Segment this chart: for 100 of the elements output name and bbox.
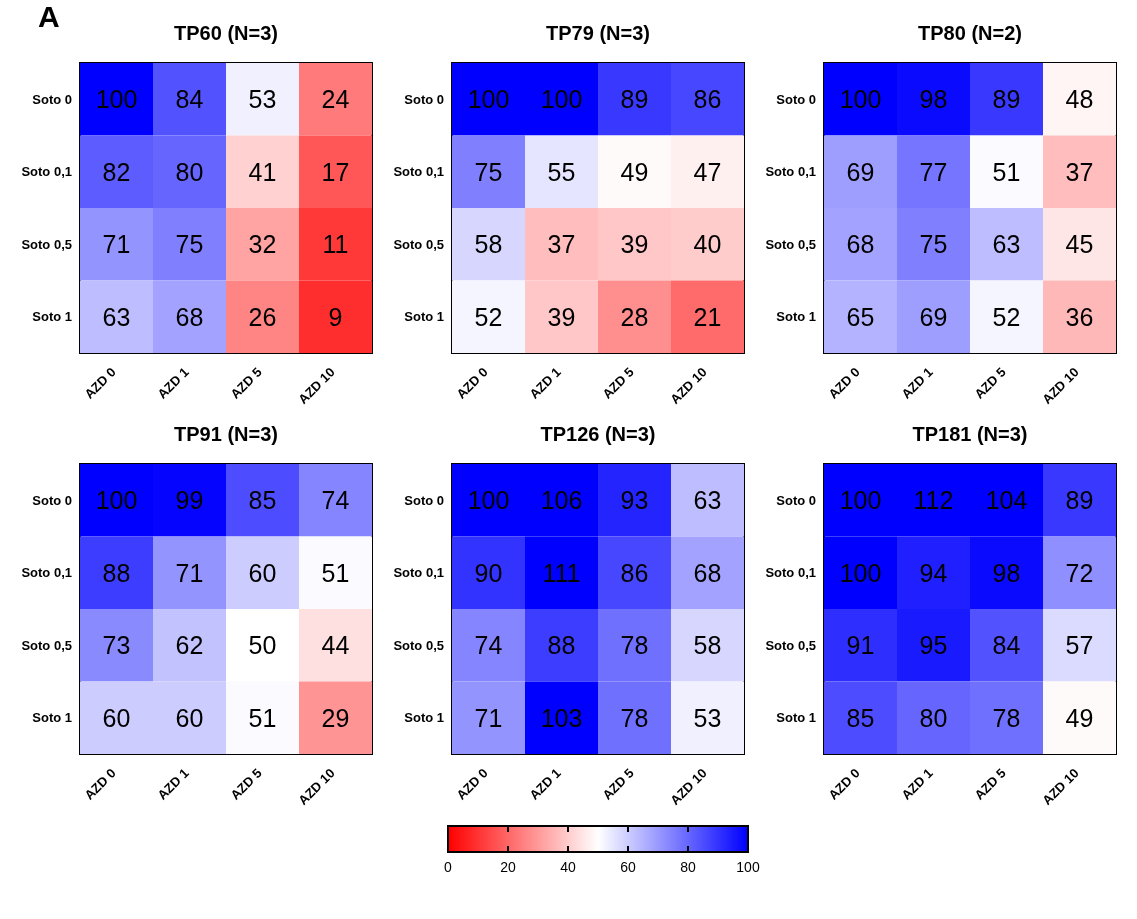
data-label: 60: [175, 703, 204, 732]
y-tick-label: Soto 0: [32, 91, 72, 107]
data-label: 63: [693, 486, 722, 515]
data-label: 75: [175, 230, 204, 259]
data-label: 94: [919, 558, 948, 587]
y-tick-label: Soto 0,5: [393, 236, 444, 252]
data-label: 9: [328, 302, 343, 331]
data-label: 88: [102, 558, 131, 587]
y-tick-label: Soto 1: [404, 710, 444, 726]
color-bar-label: 0: [444, 859, 453, 875]
y-tick-label: Soto 0,5: [765, 637, 816, 653]
data-label: 21: [693, 302, 722, 331]
chart-title: TP80 (N=2): [917, 22, 1023, 46]
data-label: 86: [693, 85, 722, 114]
data-label: 37: [1065, 157, 1094, 186]
data-label: 89: [620, 85, 649, 114]
data-label: 71: [175, 558, 204, 587]
data-label: 48: [1065, 85, 1094, 114]
data-label: 69: [919, 302, 948, 331]
chart-title: TP181 (N=3): [911, 423, 1029, 447]
data-label: 68: [175, 302, 204, 331]
data-label: 24: [321, 85, 350, 114]
y-tick-label: Soto 0,5: [21, 637, 72, 653]
data-label: 51: [248, 703, 277, 732]
data-label: 17: [321, 157, 350, 186]
data-label: 74: [474, 631, 503, 660]
data-label: 47: [693, 157, 722, 186]
y-tick-label: Soto 0,1: [21, 164, 72, 180]
data-label: 77: [919, 157, 948, 186]
data-label: 36: [1065, 302, 1094, 331]
chart-title: TP126 (N=3): [539, 423, 657, 447]
data-label: 63: [992, 230, 1021, 259]
y-tick-label: Soto 0: [404, 492, 444, 508]
data-label: 75: [919, 230, 948, 259]
data-label: 74: [321, 486, 350, 515]
y-tick-label: Soto 0,1: [393, 565, 444, 581]
data-label: 103: [540, 703, 583, 732]
y-tick-label: Soto 1: [776, 309, 816, 325]
color-bar-label: 20: [500, 859, 516, 875]
y-tick-label: Soto 0: [776, 492, 816, 508]
data-label: 68: [693, 558, 722, 587]
data-label: 63: [102, 302, 131, 331]
data-label: 98: [919, 85, 948, 114]
data-label: 65: [846, 302, 875, 331]
data-label: 11: [322, 230, 349, 259]
data-label: 100: [95, 85, 138, 114]
data-label: 100: [95, 486, 138, 515]
data-label: 39: [547, 302, 576, 331]
data-label: 71: [474, 703, 503, 732]
data-label: 40: [693, 230, 722, 259]
data-label: 75: [474, 157, 503, 186]
data-label: 78: [620, 703, 649, 732]
data-label: 45: [1065, 230, 1094, 259]
data-label: 91: [846, 631, 875, 660]
chart-title: TP60 (N=3): [174, 22, 278, 44]
data-label: 51: [321, 558, 350, 587]
color-bar-label: 60: [620, 859, 636, 875]
color-bar-label: 80: [680, 859, 696, 875]
data-label: 93: [620, 486, 649, 515]
y-tick-label: Soto 0: [32, 492, 72, 508]
data-label: 58: [474, 230, 503, 259]
data-label: 100: [467, 85, 510, 114]
y-tick-label: Soto 0,1: [765, 164, 816, 180]
data-label: 112: [913, 486, 954, 515]
data-label: 99: [175, 486, 204, 515]
y-tick-label: Soto 0,5: [21, 236, 72, 252]
color-bar-label: 100: [736, 859, 760, 875]
y-tick-label: Soto 1: [32, 309, 72, 325]
data-label: 53: [248, 85, 277, 114]
data-label: 44: [321, 631, 350, 660]
data-label: 32: [248, 230, 277, 259]
y-tick-label: Soto 0,1: [393, 164, 444, 180]
data-label: 71: [102, 230, 131, 259]
colour-scale: 0 20 40 60 80 100: [436, 824, 760, 880]
y-tick-label: Soto 0,5: [765, 236, 816, 252]
data-label: 50: [248, 631, 277, 660]
data-label: 41: [248, 157, 277, 186]
data-label: 95: [919, 631, 948, 660]
data-label: 73: [102, 631, 131, 660]
data-label: 89: [1065, 486, 1094, 515]
data-label: 111: [542, 558, 581, 587]
data-label: 78: [992, 703, 1021, 732]
data-label: 60: [248, 558, 277, 587]
data-label: 86: [620, 558, 649, 587]
data-label: 37: [547, 230, 576, 259]
data-label: 29: [321, 703, 350, 732]
data-label: 100: [839, 85, 882, 114]
data-label: 28: [620, 302, 649, 331]
data-label: 80: [175, 157, 204, 186]
data-label: 100: [839, 486, 882, 515]
data-label: 106: [540, 486, 583, 515]
y-tick-label: Soto 0: [404, 91, 444, 107]
data-label: 98: [992, 558, 1021, 587]
data-label: 26: [248, 302, 277, 331]
data-label: 85: [248, 486, 277, 515]
data-label: 100: [839, 558, 882, 587]
data-label: 68: [846, 230, 875, 259]
y-tick-label: Soto 1: [32, 710, 72, 726]
data-label: 89: [992, 85, 1021, 114]
data-label: 39: [620, 230, 649, 259]
